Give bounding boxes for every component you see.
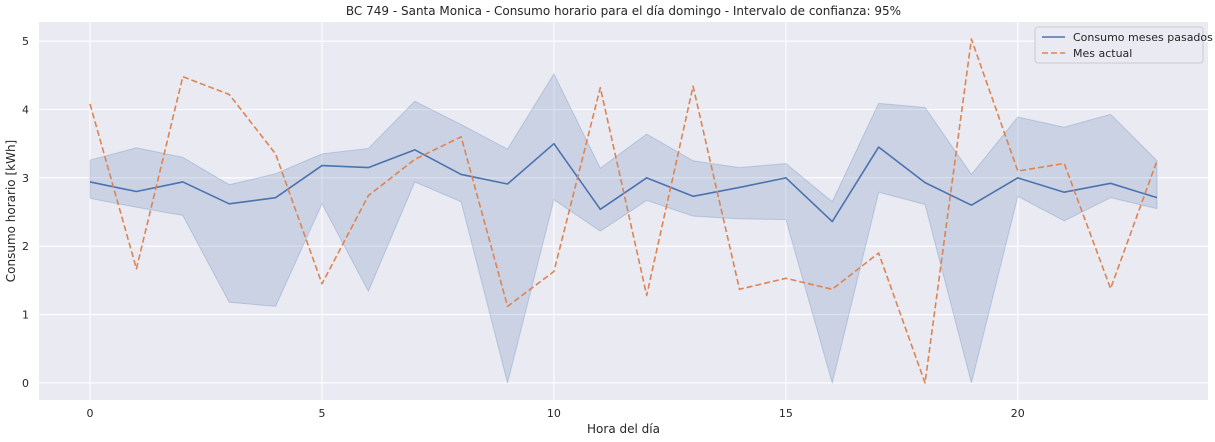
confidence-band xyxy=(89,72,1158,385)
y-tick-label: 2 xyxy=(22,240,29,253)
x-tick-label: 5 xyxy=(318,407,325,420)
y-tick-label: 1 xyxy=(22,309,29,322)
x-axis-label: Hora del día xyxy=(587,422,660,436)
y-axis-label: Consumo horario [kWh] xyxy=(4,140,18,282)
chart-title: BC 749 - Santa Monica - Consumo horario … xyxy=(346,4,901,18)
x-tick-label: 20 xyxy=(1011,407,1025,420)
legend-box xyxy=(1034,26,1204,64)
legend: Consumo meses pasados Mes actual xyxy=(1034,26,1213,64)
series-lines-layer xyxy=(89,38,1158,384)
y-tick-label: 5 xyxy=(22,35,29,48)
x-tick-labels: 0 5 10 15 20 xyxy=(87,407,1025,420)
y-tick-labels: 0 1 2 3 4 5 xyxy=(22,35,29,390)
legend-label-mes-actual: Mes actual xyxy=(1073,47,1132,60)
grid-lines xyxy=(39,22,1208,400)
x-tick-label: 0 xyxy=(87,407,94,420)
y-tick-label: 3 xyxy=(22,172,29,185)
x-tick-label: 10 xyxy=(547,407,561,420)
series-line-mes-actual xyxy=(89,38,1158,384)
confidence-band-layer xyxy=(89,72,1158,385)
legend-label-consumo-meses-pasados: Consumo meses pasados xyxy=(1073,31,1213,44)
plot-background xyxy=(39,22,1208,400)
y-tick-label: 4 xyxy=(22,103,29,116)
x-tick-label: 15 xyxy=(779,407,793,420)
y-tick-label: 0 xyxy=(22,377,29,390)
